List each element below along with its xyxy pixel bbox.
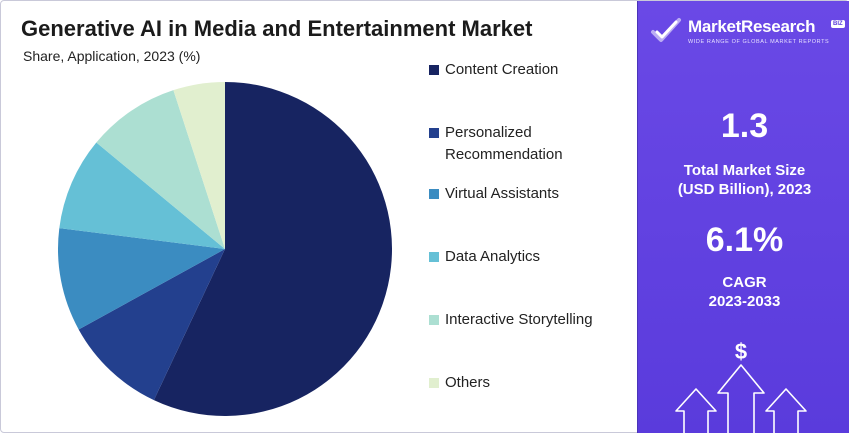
- legend-item-content-creation: Content Creation: [429, 59, 625, 81]
- stats-sidebar: MarketResearch BIZ WIDE RANGE OF GLOBAL …: [637, 1, 849, 433]
- legend-swatch: [429, 252, 439, 262]
- pie-slice-personalized-recommendation: [78, 249, 225, 401]
- chart-subtitle: Share, Application, 2023 (%): [23, 48, 201, 64]
- legend-item-virtual-assistants: Virtual Assistants: [429, 183, 625, 205]
- legend-item-others: Others: [429, 372, 625, 394]
- pie-slice-content-creation: [153, 82, 392, 416]
- market-size-label-line2: (USD Billion), 2023: [677, 181, 812, 198]
- brand-badge: BIZ: [831, 20, 845, 28]
- legend-swatch: [429, 315, 439, 325]
- cagr-label-line2: 2023-2033: [708, 293, 781, 310]
- pie-slice-virtual-assistants: [58, 228, 225, 330]
- market-size-value: 1.3: [720, 107, 769, 145]
- legend-label: Content Creation: [445, 61, 559, 78]
- legend-swatch: [429, 189, 439, 199]
- pie-slice-others: [173, 82, 225, 249]
- pie-slice-interactive-storytelling: [96, 90, 226, 250]
- legend-item-interactive-storytelling: Interactive Storytelling: [429, 309, 625, 331]
- legend-item-personalized-recommendation: Personalized Recommendation: [429, 122, 625, 166]
- dollar-symbol: $: [735, 339, 747, 364]
- growth-arrows-icon: $: [675, 339, 807, 433]
- legend-label: Interactive Storytelling: [445, 311, 593, 328]
- pie-chart: [58, 82, 392, 416]
- legend-label: Virtual Assistants: [445, 185, 559, 202]
- brand-name: MarketResearch: [688, 17, 816, 36]
- pie-slice-data-analytics: [59, 142, 225, 249]
- cagr-label-line1: CAGR: [722, 274, 767, 291]
- legend-label: Data Analytics: [445, 248, 541, 265]
- legend-label: Personalized Recommendation: [445, 124, 563, 163]
- chart-title: Generative AI in Media and Entertainment…: [21, 16, 533, 41]
- legend-item-data-analytics: Data Analytics: [429, 246, 625, 268]
- brand-logo: MarketResearch BIZ WIDE RANGE OF GLOBAL …: [650, 15, 845, 51]
- legend-swatch: [429, 378, 439, 388]
- legend-label: Others: [445, 374, 491, 391]
- market-size-label-line1: Total Market Size: [683, 162, 806, 179]
- legend-swatch: [429, 128, 439, 138]
- legend-swatch: [429, 65, 439, 75]
- brand-tagline: WIDE RANGE OF GLOBAL MARKET REPORTS: [688, 39, 830, 45]
- cagr-value: 6.1%: [705, 221, 784, 259]
- brand-check-icon: [651, 18, 681, 42]
